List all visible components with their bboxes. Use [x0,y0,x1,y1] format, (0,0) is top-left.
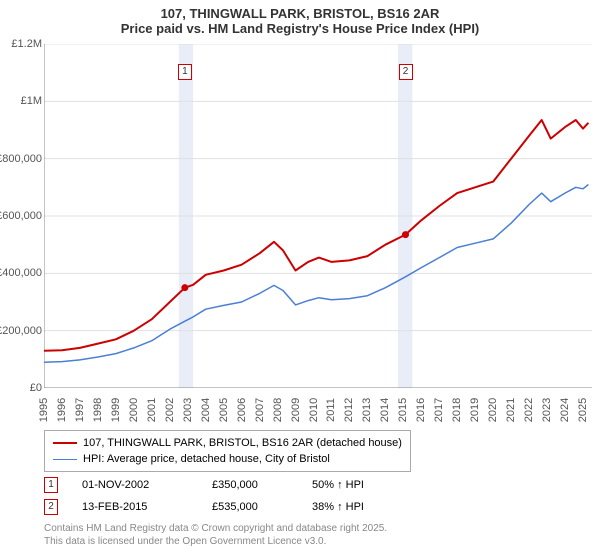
legend-swatch [53,442,77,444]
x-tick-label: 1995 [38,398,50,422]
annotation-row: 1 01-NOV-2002£350,00050% ↑ HPI [44,474,592,496]
x-tick-label: 2002 [164,398,176,422]
annotation-price: £535,000 [212,501,312,513]
x-tick-label: 2009 [290,398,302,422]
x-tick-label: 2017 [433,398,445,422]
annotation-pct: 50% ↑ HPI [312,479,432,491]
legend-swatch [53,459,77,460]
chart-svg [44,44,592,388]
chart-plot-area [44,44,592,388]
x-tick-label: 2012 [343,398,355,422]
x-tick-label: 2018 [451,398,463,422]
title-line1: 107, THINGWALL PARK, BRISTOL, BS16 2AR [0,0,600,21]
x-tick-label: 2000 [128,398,140,422]
x-tick-label: 2004 [200,398,212,422]
x-tick-label: 2022 [523,398,535,422]
x-tick-label: 2008 [272,398,284,422]
x-tick-label: 2013 [361,398,373,422]
annotation-price: £350,000 [212,479,312,491]
legend-box: 107, THINGWALL PARK, BRISTOL, BS16 2AR (… [44,430,411,472]
annotation-marker: 2 [44,499,58,515]
y-tick-label: £800,000 [0,153,42,165]
x-tick-label: 2025 [577,398,589,422]
x-tick-label: 2021 [505,398,517,422]
x-tick-label: 2023 [541,398,553,422]
x-tick-label: 2010 [308,398,320,422]
footer-attribution: Contains HM Land Registry data © Crown c… [44,522,387,548]
legend-row: HPI: Average price, detached house, City… [53,451,402,467]
y-tick-label: £200,000 [0,325,42,337]
footer-line2: This data is licensed under the Open Gov… [44,535,387,548]
y-tick-label: £0 [30,382,42,394]
x-tick-label: 2024 [559,398,571,422]
legend-label: HPI: Average price, detached house, City… [83,453,330,465]
marker-box-2: 2 [399,64,413,80]
y-tick-label: £600,000 [0,210,42,222]
legend-label: 107, THINGWALL PARK, BRISTOL, BS16 2AR (… [83,437,402,449]
annotation-date: 01-NOV-2002 [82,479,212,491]
x-tick-label: 2003 [182,398,194,422]
chart-container: 107, THINGWALL PARK, BRISTOL, BS16 2AR P… [0,0,600,560]
title-line2: Price paid vs. HM Land Registry's House … [0,21,600,40]
x-tick-label: 2019 [469,398,481,422]
legend-row: 107, THINGWALL PARK, BRISTOL, BS16 2AR (… [53,435,402,451]
footer-line1: Contains HM Land Registry data © Crown c… [44,522,387,535]
annotation-table: 1 01-NOV-2002£350,00050% ↑ HPI 2 13-FEB-201… [44,474,592,518]
y-tick-label: £1.2M [11,38,42,50]
marker-box-1: 1 [178,64,192,80]
x-tick-label: 2006 [236,398,248,422]
x-tick-label: 1997 [74,398,86,422]
x-tick-label: 2015 [397,398,409,422]
x-tick-label: 2007 [254,398,266,422]
x-tick-label: 2011 [325,398,337,422]
x-tick-label: 1996 [56,398,68,422]
x-tick-label: 2014 [379,398,391,422]
annotation-marker: 1 [44,477,58,493]
y-tick-label: £400,000 [0,267,42,279]
x-tick-label: 1998 [92,398,104,422]
x-tick-label: 1999 [110,398,122,422]
x-tick-label: 2001 [146,398,158,422]
x-tick-label: 2005 [218,398,230,422]
y-tick-label: £1M [21,95,42,107]
x-tick-label: 2016 [415,398,427,422]
annotation-pct: 38% ↑ HPI [312,501,432,513]
annotation-row: 2 13-FEB-2015£535,00038% ↑ HPI [44,496,592,518]
x-tick-label: 2020 [487,398,499,422]
annotation-date: 13-FEB-2015 [82,501,212,513]
